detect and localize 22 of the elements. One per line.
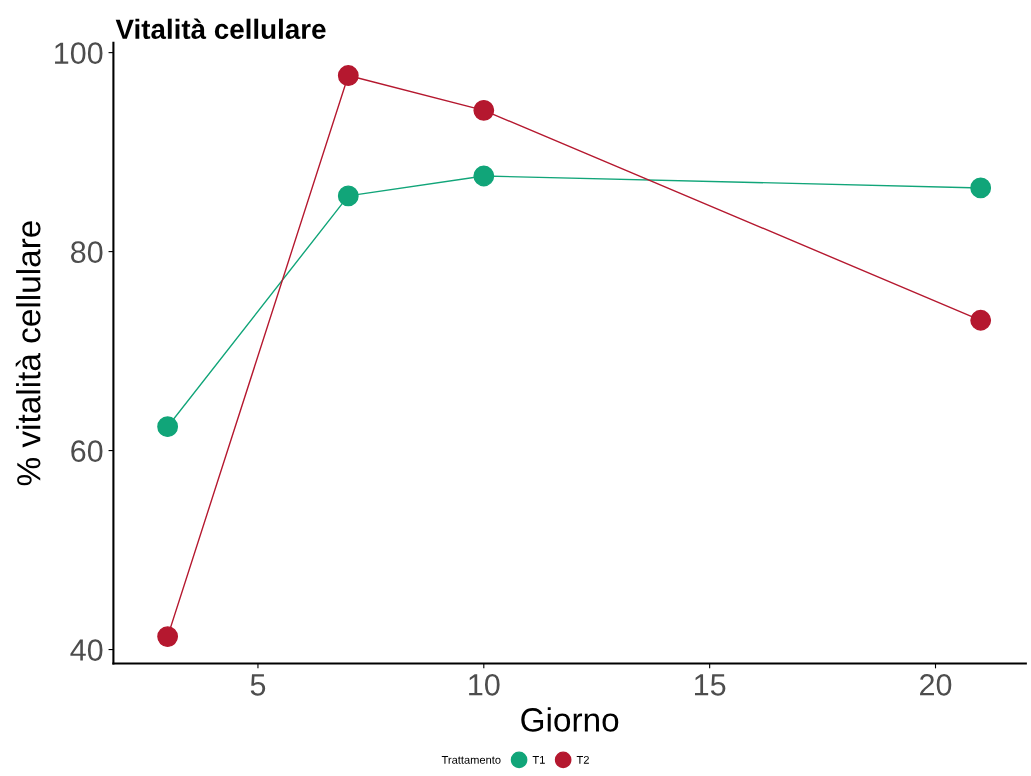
point <box>473 99 495 121</box>
x-tick-label: 10 <box>469 674 500 696</box>
legend-label: T1 <box>532 756 545 764</box>
legend-title: Trattamento <box>441 756 501 764</box>
y-tick-label: 100 <box>55 42 103 64</box>
x-tick-label: 15 <box>694 674 726 696</box>
point <box>337 65 359 86</box>
point <box>473 165 495 187</box>
x-axis-title: Giorno <box>521 707 619 732</box>
y-tick-label: 40 <box>70 639 103 661</box>
x-tick-label: 20 <box>920 674 952 696</box>
point <box>157 626 179 648</box>
y-tick-label: 60 <box>71 440 103 462</box>
point <box>337 185 359 207</box>
legend-label: T2 <box>576 755 589 764</box>
y-axis-title: % vitalità cellulare <box>15 221 41 486</box>
chart-title: Vitalità cellulare <box>115 18 326 40</box>
point <box>970 309 992 331</box>
y-tick-label: 80 <box>71 241 103 263</box>
point <box>970 177 992 199</box>
x-tick-label: 5 <box>250 674 266 696</box>
point <box>157 416 179 438</box>
